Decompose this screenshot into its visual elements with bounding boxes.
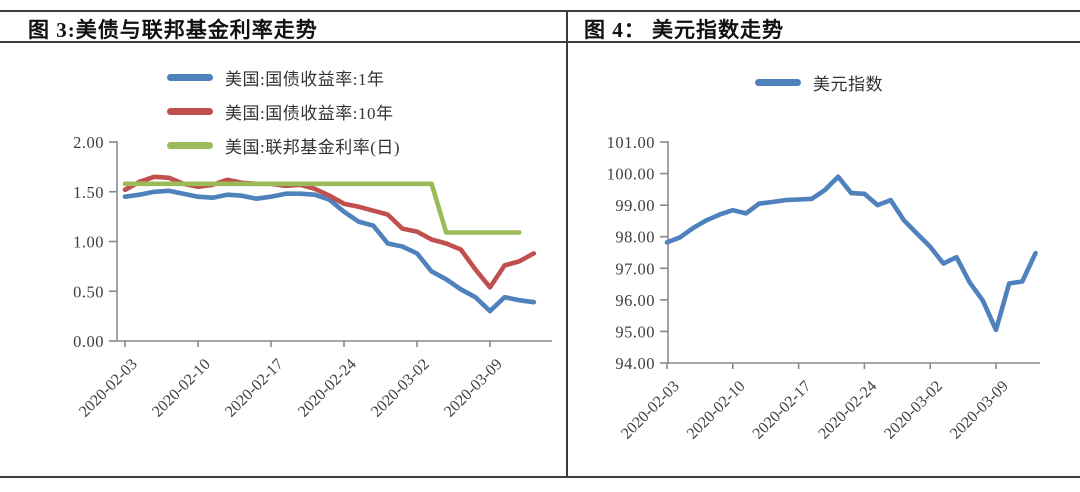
- x-tick-label: 2020-02-17: [222, 356, 287, 421]
- y-tick-label: 100.00: [607, 165, 655, 184]
- x-tick-label: 2020-03-09: [947, 378, 1012, 443]
- y-tick-label: 101.00: [607, 133, 655, 152]
- legend-item: 美国:国债收益率:10年: [167, 100, 400, 123]
- series-line-0: [664, 174, 1038, 333]
- y-tick-label: 1.00: [73, 233, 104, 252]
- y-tick-label: 94.00: [615, 354, 655, 373]
- legend-label: 美元指数: [813, 74, 883, 94]
- y-tick-label: 0.00: [73, 332, 104, 351]
- series-line-2: [122, 181, 522, 235]
- y-tick-label: 0.50: [73, 282, 104, 301]
- x-tick-label: 2020-02-17: [750, 378, 815, 443]
- x-tick-label: 2020-02-10: [149, 356, 214, 421]
- table-border-top: [0, 10, 1080, 12]
- x-tick-label: 2020-03-09: [441, 356, 506, 421]
- legend-line-swatch: [167, 141, 213, 149]
- legend-label: 美国:国债收益率:10年: [225, 103, 394, 123]
- legend-line-swatch: [167, 73, 213, 81]
- series-line-0: [122, 188, 537, 314]
- chart-title-fig3: 图 3:美债与联邦基金利率走势: [28, 18, 318, 42]
- chart-fig4-dollar-index: 94.00 95.00 96.00 97.00 98.00 99.00 100.00 101.…: [607, 133, 1040, 443]
- x-tick-label: 2020-02-03: [618, 378, 683, 443]
- legend-item: 美国:国债收益率:1年: [167, 66, 400, 89]
- x-tick-label: 2020-03-02: [368, 356, 433, 421]
- x-tick-label: 2020-02-10: [684, 378, 749, 443]
- legend-line-swatch: [167, 107, 213, 115]
- x-tick-label: 2020-02-03: [76, 356, 141, 421]
- chart-title-fig4: 图 4： 美元指数走势: [584, 18, 784, 42]
- legend-label: 美国:国债收益率:1年: [225, 69, 385, 89]
- legend-item: 美元指数: [755, 71, 883, 94]
- y-tick-label: 97.00: [615, 259, 655, 278]
- y-tick-label: 98.00: [615, 228, 655, 247]
- legend-line-swatch: [755, 78, 801, 86]
- table-border-bottom: [0, 476, 1080, 478]
- x-tick-label: 2020-02-24: [815, 378, 880, 443]
- y-tick-label: 1.50: [73, 183, 104, 202]
- panel-divider: [566, 10, 568, 478]
- title-row-underline: [0, 41, 1080, 43]
- legend-item: 美国:联邦基金利率(日): [167, 134, 401, 157]
- legend-fig3: 美国:国债收益率:1年 美国:国债收益率:10年 美国:联邦基金利率(日): [167, 66, 400, 168]
- y-tick-label: 2.00: [73, 133, 104, 152]
- x-tick-label: 2020-02-24: [295, 356, 360, 421]
- y-tick-label: 99.00: [615, 196, 655, 215]
- legend-fig4: 美元指数: [755, 71, 883, 105]
- chart-fig3-rates: 0.00 0.50 1.00 1.50 2.00 2020-02-03 2020-02-10…: [73, 133, 552, 421]
- legend-label: 美国:联邦基金利率(日): [225, 137, 401, 157]
- y-tick-label: 95.00: [615, 322, 655, 341]
- x-tick-label: 2020-03-02: [881, 378, 946, 443]
- y-tick-label: 96.00: [615, 291, 655, 310]
